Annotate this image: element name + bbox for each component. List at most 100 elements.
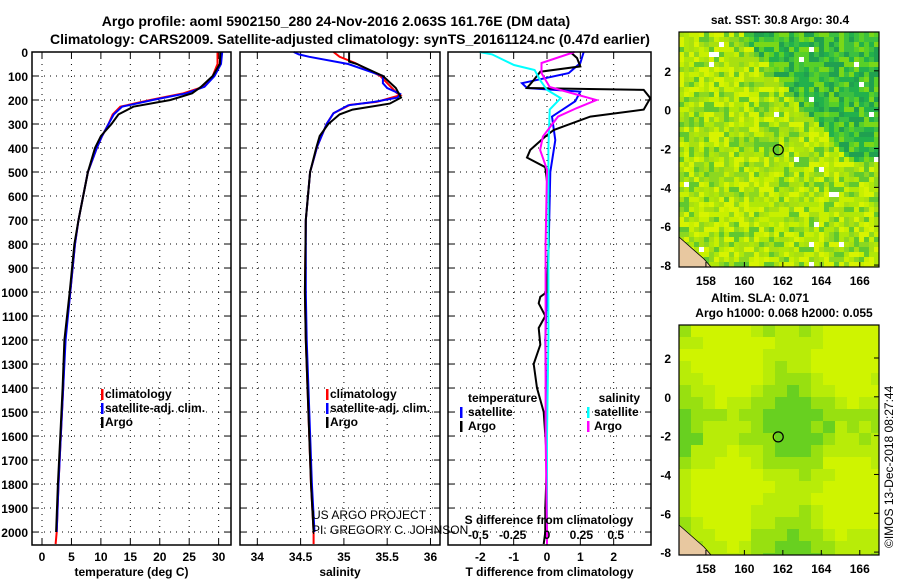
map-cell [694,82,699,87]
map-cell [847,541,859,553]
map-cell [869,227,874,232]
map-cell [829,112,834,117]
map-cell [704,147,709,152]
map-cell [799,137,804,142]
map-cell [809,207,814,212]
map-cell [789,42,794,47]
map-cell [764,187,769,192]
map-cell [684,102,689,107]
map-cell [844,237,849,242]
map-cell [809,72,814,77]
map-cell [809,97,814,102]
map-cell [854,67,859,72]
map-cell [724,47,729,52]
map-cell [694,77,699,82]
map-cell [829,87,834,92]
legend-swatch [101,389,104,400]
map-cell [764,127,769,132]
argo-position-marker [772,431,784,443]
map-cell [844,247,849,252]
map-cell [799,517,811,529]
map-cell [734,172,739,177]
map-cell [734,192,739,197]
map-cell [739,257,744,262]
map-cell [759,192,764,197]
map-cell [694,192,699,197]
map-cell [824,37,829,42]
map-cell [714,92,719,97]
map-cell [839,72,844,77]
map-cell [859,87,864,92]
map-cell [744,82,749,87]
map-cell [754,237,759,242]
map-cell [679,167,684,172]
map-cell [774,37,779,42]
map-cell [751,457,763,469]
map-cell [835,325,847,337]
map-cell [714,67,719,72]
map-cell [789,212,794,217]
map-cell [859,127,864,132]
map-cell [859,92,864,97]
x-axis-label: T difference from climatology [465,565,633,579]
map-cell [704,37,709,42]
map-cell [784,57,789,62]
map-cell [709,117,714,122]
map-cell [849,117,854,122]
map-cell [811,325,823,337]
map-cell [787,421,799,433]
map-cell [823,373,835,385]
map-cell [819,152,824,157]
map-cell [814,42,819,47]
map-cell [834,77,839,82]
map-cell [759,42,764,47]
map-cell [699,67,704,72]
map-cell [799,212,804,217]
map-cell [809,227,814,232]
map-cell [869,162,874,167]
map-cell [715,553,727,555]
map-cell [739,187,744,192]
map-cell [819,147,824,152]
map-cell [763,361,775,373]
map-cell [764,232,769,237]
map-cell [824,142,829,147]
map-cell [787,505,799,517]
map-cell [809,52,814,57]
map-cell [739,433,751,445]
map-cell [824,42,829,47]
map-cell [854,42,859,47]
map-cell [764,102,769,107]
map-cell [809,107,814,112]
map-cell [684,112,689,117]
map-cell [847,421,859,433]
map-cell [734,132,739,137]
map-cell [734,232,739,237]
map-cell [834,207,839,212]
map-cell [829,132,834,137]
map-cell [787,553,799,555]
map-cell [794,192,799,197]
map-cell [869,262,874,267]
map-cell [854,152,859,157]
map-cell [679,397,691,409]
map-cell [794,152,799,157]
map-cell [739,32,744,37]
map-cell [749,147,754,152]
map-cell [724,67,729,72]
map-cell [814,82,819,87]
map-cell [769,67,774,72]
map-cell [864,62,869,67]
map-cell [859,112,864,117]
map-cell [709,247,714,252]
map-cell [759,82,764,87]
map-cell [719,162,724,167]
map-cell [709,92,714,97]
map-cell [729,77,734,82]
map-cell [869,167,874,172]
map-cell [709,212,714,217]
map-cell [859,433,871,445]
map-cell [779,42,784,47]
y-tick-label: 200 [8,94,28,108]
